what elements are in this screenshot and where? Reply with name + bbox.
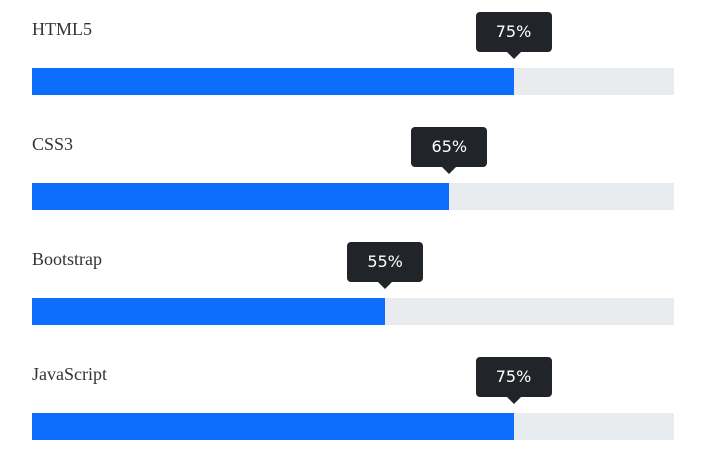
tooltip-arrow: [378, 282, 393, 289]
progress-track: [32, 298, 674, 325]
progress-track: [32, 68, 674, 95]
progress-fill: [32, 183, 450, 210]
value-tooltip: 65%: [411, 127, 488, 167]
progress-track: [32, 183, 674, 210]
tooltip-arrow: [506, 52, 521, 59]
progress-fill: [32, 68, 514, 95]
value-tooltip: 55%: [347, 242, 424, 282]
progress-fill: [32, 413, 514, 440]
skill-label: HTML5: [32, 19, 92, 39]
progress-fill: [32, 298, 386, 325]
skill-label: Bootstrap: [32, 249, 102, 269]
tooltip-arrow: [506, 397, 521, 404]
progress-track: [32, 413, 674, 440]
skill-label: CSS3: [32, 134, 74, 154]
value-tooltip: 75%: [475, 357, 552, 397]
tooltip-arrow: [442, 167, 457, 174]
value-tooltip: 75%: [475, 12, 552, 52]
skill-label: JavaScript: [32, 364, 107, 384]
